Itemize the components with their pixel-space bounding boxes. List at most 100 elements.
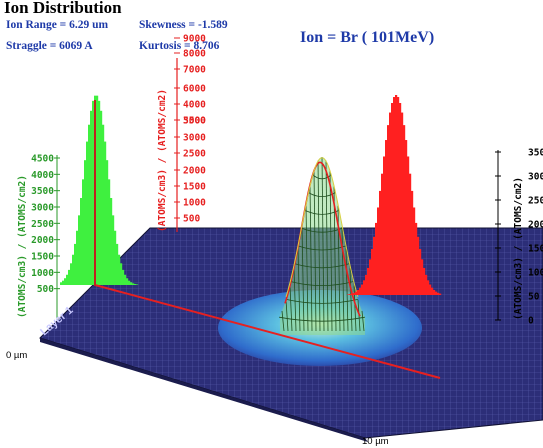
tick-label: 3000 bbox=[183, 133, 206, 144]
mesh-line bbox=[293, 268, 297, 332]
ion-label: Ion = Br ( 101MeV) bbox=[300, 29, 435, 46]
lateral-bar bbox=[80, 198, 83, 285]
red-axis-units: (ATOMS/cm3) / (ATOMS/cm2) bbox=[157, 89, 168, 232]
depth-bar bbox=[417, 236, 420, 295]
mesh-line bbox=[285, 299, 289, 332]
depth-bar bbox=[359, 287, 362, 295]
depth-bar bbox=[413, 207, 416, 295]
tick-label: 1000 bbox=[31, 268, 54, 279]
mesh-line bbox=[325, 160, 329, 332]
lateral-bar bbox=[132, 283, 135, 285]
mesh-line bbox=[333, 186, 337, 332]
lateral-bar bbox=[96, 95, 99, 286]
lateral-bar bbox=[112, 215, 115, 285]
depth-bar bbox=[427, 280, 430, 295]
tick-label: 300 bbox=[528, 172, 543, 183]
tick-label: 2000 bbox=[183, 166, 206, 177]
lateral-bar bbox=[116, 243, 119, 285]
lateral-bar bbox=[120, 263, 123, 285]
lateral-bar bbox=[76, 230, 79, 285]
depth-bar bbox=[433, 289, 436, 295]
lateral-bar bbox=[68, 269, 71, 285]
tick-label: 250 bbox=[528, 196, 543, 207]
lateral-bar bbox=[88, 124, 91, 285]
depth-bar bbox=[355, 291, 358, 295]
depth-bar bbox=[439, 293, 442, 295]
mesh-fill bbox=[280, 157, 365, 335]
tick-label: 9000 bbox=[183, 34, 206, 45]
depth-bar bbox=[375, 222, 378, 295]
depth-bar bbox=[419, 248, 422, 295]
lateral-bar bbox=[82, 179, 85, 285]
lateral-bar bbox=[64, 278, 67, 285]
lateral-bar bbox=[78, 215, 81, 285]
mesh-contour bbox=[286, 299, 358, 304]
mesh-contour bbox=[290, 281, 354, 286]
kurtosis-stat: Kurtosis = 8.706 bbox=[139, 40, 220, 52]
tick-label: 150 bbox=[528, 244, 543, 255]
depth-bar bbox=[435, 291, 438, 295]
lateral-bar bbox=[124, 274, 127, 285]
tick-label: 350 bbox=[528, 148, 543, 159]
tick-label: 3000 bbox=[31, 203, 54, 214]
straggle-stat: Straggle = 6069 A bbox=[6, 40, 93, 52]
mesh-line bbox=[301, 227, 305, 332]
mesh-contour bbox=[279, 316, 365, 322]
depth-bar bbox=[367, 267, 370, 295]
depth-bar bbox=[391, 102, 394, 296]
depth-bar bbox=[365, 274, 368, 295]
depth-bar bbox=[423, 267, 426, 295]
right-axis-units: (ATOMS/cm3) / (ATOMS/cm2) bbox=[513, 177, 524, 320]
lateral-bar bbox=[98, 100, 101, 285]
tick-label: 2500 bbox=[31, 219, 54, 230]
tick-label: 2000 bbox=[31, 235, 54, 246]
mesh-line bbox=[361, 310, 365, 332]
lateral-bar bbox=[90, 110, 93, 285]
depth-bar bbox=[361, 284, 364, 295]
lateral-bar bbox=[106, 160, 109, 285]
tick-label: 6000 bbox=[183, 84, 206, 95]
depth-bar bbox=[403, 125, 406, 296]
tick-label: 500 bbox=[37, 284, 54, 295]
mesh-line bbox=[289, 285, 293, 332]
lateral-bar bbox=[108, 179, 111, 285]
mesh-contour bbox=[312, 174, 332, 180]
lateral-bar bbox=[130, 282, 133, 285]
page-title: Ion Distribution bbox=[4, 0, 122, 17]
lateral-curve bbox=[285, 157, 359, 298]
x-end-label: 10 µm bbox=[362, 436, 389, 447]
depth-axis-line bbox=[94, 284, 441, 379]
depth-bar bbox=[429, 284, 432, 295]
mesh-line bbox=[321, 156, 325, 332]
depth-bar bbox=[405, 140, 408, 295]
tick-label: 0 bbox=[528, 316, 534, 327]
depth-bar bbox=[397, 97, 400, 295]
mesh-line bbox=[329, 170, 333, 332]
lateral-bar bbox=[72, 254, 75, 285]
mesh-contour bbox=[294, 263, 350, 269]
depth-bar bbox=[349, 294, 352, 295]
depth-bar bbox=[393, 97, 396, 295]
tick-label: 3500 bbox=[183, 116, 206, 127]
tick-label: 7000 bbox=[183, 65, 206, 76]
lateral-bar bbox=[114, 230, 117, 285]
mesh-contour bbox=[308, 192, 336, 197]
depth-bar bbox=[357, 289, 360, 295]
tick-label: 1000 bbox=[183, 198, 206, 209]
depth-bar bbox=[385, 140, 388, 295]
depth-projection bbox=[347, 95, 442, 296]
mesh-line bbox=[305, 205, 309, 332]
lateral-bar bbox=[104, 141, 107, 285]
depth-bar bbox=[363, 280, 366, 295]
green-axis-units: (ATOMS/cm3) / (ATOMS/cm2) bbox=[17, 175, 28, 318]
lateral-bar bbox=[60, 282, 63, 285]
tick-label: 100 bbox=[528, 268, 543, 279]
x-start-label: 0 µm bbox=[6, 350, 27, 361]
depth-bar bbox=[371, 248, 374, 295]
depth-bar bbox=[381, 173, 384, 295]
tick-label: 1500 bbox=[183, 182, 206, 193]
depth-bar bbox=[383, 156, 386, 295]
depth-bar bbox=[369, 259, 372, 295]
tick-label: 4500 bbox=[31, 154, 54, 165]
